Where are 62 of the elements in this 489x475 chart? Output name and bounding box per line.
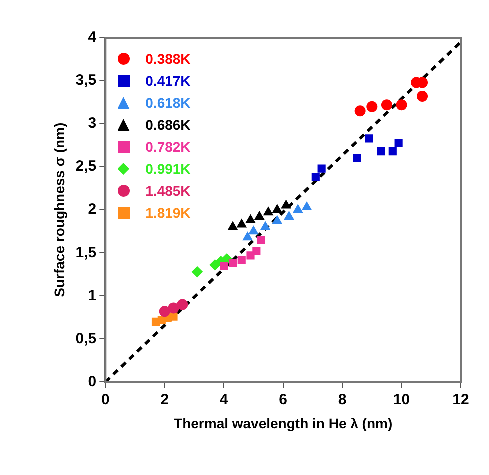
point: [228, 222, 238, 230]
legend-label: 1.485K: [146, 183, 191, 199]
x-tick-label: 4: [220, 391, 229, 408]
point: [272, 204, 282, 214]
x-tick-label: 2: [160, 391, 170, 408]
legend-label: 0.782K: [146, 139, 191, 155]
point: [177, 299, 188, 310]
point: [396, 100, 408, 111]
point: [254, 211, 264, 220]
point: [394, 138, 403, 148]
point: [381, 100, 392, 111]
point: [293, 204, 303, 214]
y-axis-title: Surface roughness σ (nm): [51, 122, 68, 298]
point: [284, 211, 294, 220]
point: [252, 247, 261, 256]
point: [365, 134, 374, 143]
point: [318, 164, 326, 173]
point: [192, 266, 203, 278]
legend-label: 0.417K: [146, 73, 191, 89]
legend-label: 0.618K: [146, 95, 191, 111]
point: [264, 207, 274, 216]
point: [353, 154, 362, 163]
point: [228, 259, 238, 268]
legend-label: 0.686K: [146, 117, 191, 133]
y-tick-label: 1,5: [76, 244, 97, 262]
x-tick-label: 0: [101, 391, 110, 408]
point: [242, 232, 253, 241]
point: [354, 106, 366, 117]
point: [257, 236, 266, 244]
point: [260, 222, 270, 230]
legend-label: 0.388K: [146, 51, 191, 67]
point: [302, 202, 312, 211]
legend-label: 1.819K: [146, 205, 191, 221]
point: [220, 262, 228, 270]
point: [366, 101, 378, 112]
point: [248, 226, 259, 235]
point: [237, 219, 247, 228]
point: [281, 200, 292, 209]
x-tick-label: 6: [279, 391, 288, 408]
point: [272, 216, 282, 224]
y-tick-label: 0,5: [76, 330, 97, 348]
y-tick-label: 4: [88, 29, 98, 46]
point: [246, 214, 256, 224]
point: [312, 173, 320, 182]
y-tick-label: 3: [88, 115, 97, 132]
x-tick-label: 10: [393, 391, 410, 408]
x-tick-label: 12: [452, 391, 470, 408]
point: [170, 312, 178, 321]
point: [377, 148, 386, 156]
point: [168, 302, 180, 314]
y-tick-label: 3,5: [76, 72, 97, 90]
point: [388, 148, 397, 156]
y-tick-label: 0: [88, 373, 97, 390]
point: [417, 91, 428, 102]
y-tick-label: 2: [88, 201, 97, 218]
x-axis-title: Thermal wavelength in He λ (nm): [174, 415, 393, 432]
y-tick-label: 1: [88, 287, 97, 304]
point: [238, 256, 246, 264]
y-tick-label: 2,5: [76, 158, 97, 176]
point: [159, 306, 170, 318]
x-tick-label: 8: [338, 391, 347, 408]
legend-label: 0.991K: [146, 161, 191, 177]
